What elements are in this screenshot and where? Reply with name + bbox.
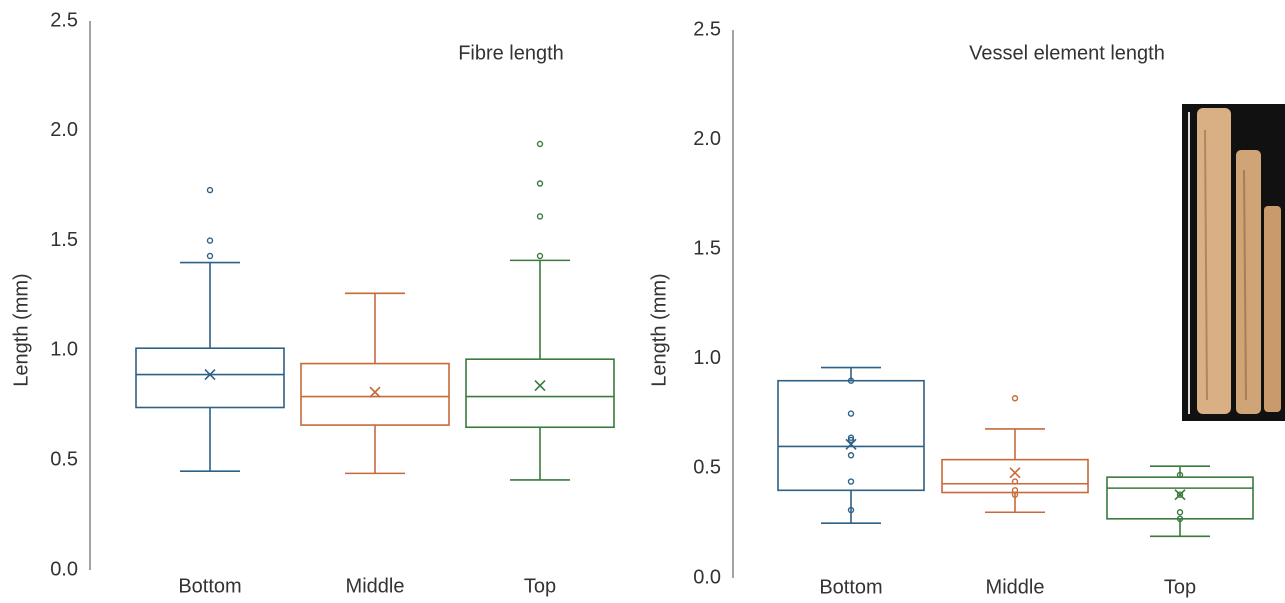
data-point bbox=[847, 410, 855, 417]
y-tick-label: 2.0 bbox=[693, 128, 721, 150]
y-tick-label: 2.0 bbox=[50, 119, 78, 141]
outlier bbox=[536, 140, 544, 148]
photo-inset bbox=[1182, 104, 1285, 421]
y-tick-label: 0.0 bbox=[693, 566, 721, 588]
x-tick-label: Middle bbox=[986, 576, 1045, 598]
x-tick-label: Bottom bbox=[178, 575, 241, 597]
y-tick-label: 1.5 bbox=[50, 229, 78, 251]
mean-marker bbox=[369, 386, 381, 398]
box bbox=[135, 347, 285, 409]
y-tick-label: 2.5 bbox=[50, 9, 78, 31]
outlier bbox=[1011, 395, 1019, 402]
chart-title: Vessel element length bbox=[969, 42, 1165, 64]
mean-marker bbox=[845, 438, 857, 450]
data-point bbox=[847, 452, 855, 459]
outlier bbox=[206, 186, 214, 194]
y-tick-label: 2.5 bbox=[693, 18, 721, 40]
mean-marker bbox=[1174, 489, 1186, 501]
data-point bbox=[847, 434, 855, 441]
mean-marker bbox=[534, 379, 546, 392]
x-tick-label: Top bbox=[1164, 576, 1196, 598]
x-tick-label: Top bbox=[524, 575, 556, 597]
box bbox=[465, 358, 615, 429]
data-point bbox=[847, 436, 855, 444]
y-tick-label: 0.0 bbox=[50, 558, 78, 580]
box bbox=[777, 379, 925, 492]
y-axis-label: Length (mm) bbox=[10, 273, 32, 386]
box bbox=[1106, 476, 1254, 520]
x-tick-label: Middle bbox=[346, 575, 405, 597]
mean-marker bbox=[204, 368, 216, 381]
outlier bbox=[536, 213, 544, 220]
chart-title: Fibre length bbox=[458, 42, 564, 64]
outlier bbox=[536, 180, 544, 187]
data-point bbox=[1176, 491, 1184, 498]
data-point bbox=[1176, 515, 1184, 523]
data-point bbox=[1011, 491, 1019, 498]
y-tick-label: 0.5 bbox=[693, 457, 721, 479]
x-tick-label: Bottom bbox=[819, 576, 882, 598]
outlier bbox=[206, 237, 214, 244]
y-tick-label: 0.5 bbox=[50, 448, 78, 470]
outlier bbox=[536, 252, 544, 260]
outlier bbox=[206, 252, 214, 260]
y-tick-label: 1.5 bbox=[693, 237, 721, 259]
y-tick-label: 1.0 bbox=[50, 339, 78, 361]
mean-marker bbox=[1009, 467, 1021, 479]
data-point bbox=[1176, 509, 1184, 516]
data-point bbox=[847, 506, 855, 514]
data-point bbox=[847, 478, 855, 485]
data-point bbox=[1176, 471, 1184, 479]
box bbox=[300, 362, 450, 426]
data-point bbox=[1011, 478, 1019, 485]
y-axis-label: Length (mm) bbox=[648, 273, 670, 386]
data-point bbox=[847, 377, 855, 384]
y-tick-label: 1.0 bbox=[693, 347, 721, 369]
